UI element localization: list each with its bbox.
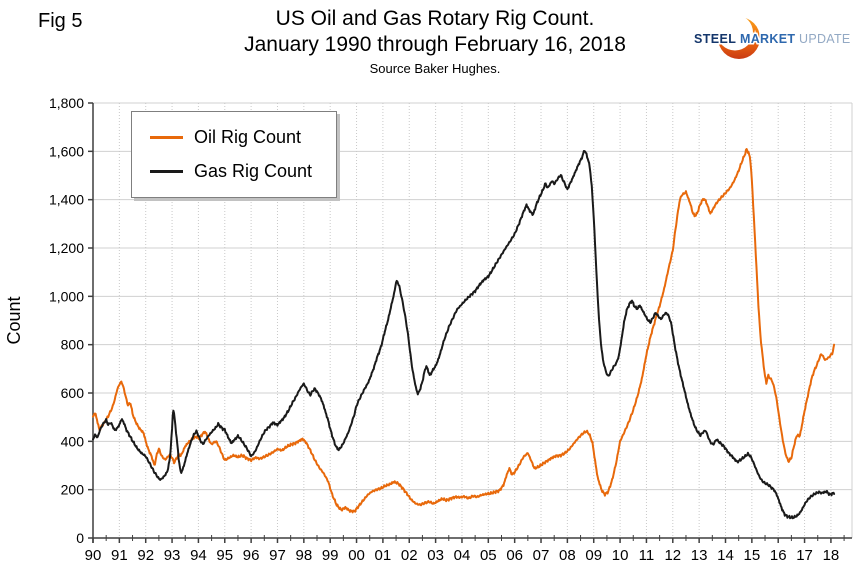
- logo-word-update: UPDATE: [799, 32, 851, 46]
- chart-legend: Oil Rig Count Gas Rig Count: [131, 111, 337, 198]
- chart-area: 0 200 400 600 800 1,000 1,200 1,400 1,600 1,800 90…: [0, 90, 865, 581]
- series-line-gas: [92, 150, 836, 520]
- chart-title-line2: January 1990 through February 16, 2018: [244, 33, 626, 56]
- y-tick-label: 1,200: [49, 240, 84, 256]
- series-line-oil: [92, 148, 836, 514]
- x-tick-label: 97: [269, 547, 286, 564]
- chart-title-block: US Oil and Gas Rotary Rig Count. January…: [135, 6, 735, 78]
- rig-count-chart: 02004006008001,0001,2001,4001,6001,80090…: [4, 95, 853, 564]
- x-tick-label: 05: [480, 547, 497, 564]
- y-tick-label: 200: [61, 482, 85, 498]
- x-tick-label: 98: [295, 547, 312, 564]
- x-tick-label: 09: [585, 547, 602, 564]
- y-tick-label: 600: [61, 385, 85, 401]
- x-tick-label: 10: [612, 547, 629, 564]
- legend-label-gas: Gas Rig Count: [194, 160, 313, 181]
- x-tick-label: 16: [770, 547, 787, 564]
- x-tick-label: 08: [559, 547, 576, 564]
- legend-entry-oil: Oil Rig Count: [150, 123, 322, 151]
- x-tick-label: 90: [85, 547, 102, 564]
- gas-line-sample-icon: [150, 169, 183, 173]
- y-tick-label: 1,400: [49, 192, 84, 208]
- y-tick-label: 400: [61, 433, 85, 449]
- x-tick-label: 92: [137, 547, 154, 564]
- y-axis-title: Count: [4, 296, 24, 344]
- x-tick-label: 96: [243, 547, 260, 564]
- x-tick-label: 00: [348, 547, 365, 564]
- x-tick-label: 13: [691, 547, 708, 564]
- x-tick-label: 17: [796, 547, 813, 564]
- x-tick-label: 03: [427, 547, 444, 564]
- x-tick-label: 04: [454, 547, 471, 564]
- x-tick-label: 02: [401, 547, 418, 564]
- figure-label: Fig 5: [38, 10, 83, 32]
- x-tick-label: 95: [216, 547, 233, 564]
- y-tick-label: 800: [61, 337, 85, 353]
- y-tick-label: 0: [76, 530, 84, 546]
- x-tick-label: 91: [111, 547, 128, 564]
- x-tick-label: 07: [533, 547, 550, 564]
- x-tick-label: 14: [717, 547, 734, 564]
- logo-word-market: MARKET: [740, 32, 795, 46]
- x-tick-label: 01: [375, 547, 392, 564]
- steel-market-update-logo: STEEL MARKET UPDATE: [693, 17, 852, 59]
- x-tick-label: 18: [823, 547, 840, 564]
- y-tick-label: 1,000: [49, 288, 84, 304]
- legend-entry-gas: Gas Rig Count: [150, 157, 322, 185]
- x-tick-label: 93: [164, 547, 181, 564]
- x-tick-label: 12: [664, 547, 681, 564]
- x-tick-label: 06: [506, 547, 523, 564]
- logo-swoosh-icon: [718, 17, 760, 59]
- chart-source: Source Baker Hughes.: [369, 61, 501, 76]
- y-tick-label: 1,800: [49, 95, 84, 111]
- y-tick-label: 1,600: [49, 143, 84, 159]
- x-tick-label: 94: [190, 547, 207, 564]
- legend-label-oil: Oil Rig Count: [194, 126, 302, 147]
- oil-line-sample-icon: [150, 135, 183, 139]
- x-tick-label: 11: [639, 547, 655, 564]
- logo-word-steel: STEEL: [694, 32, 736, 46]
- chart-title-line1: US Oil and Gas Rotary Rig Count.: [275, 7, 595, 30]
- x-tick-label: 99: [322, 547, 339, 564]
- x-tick-label: 15: [744, 547, 761, 564]
